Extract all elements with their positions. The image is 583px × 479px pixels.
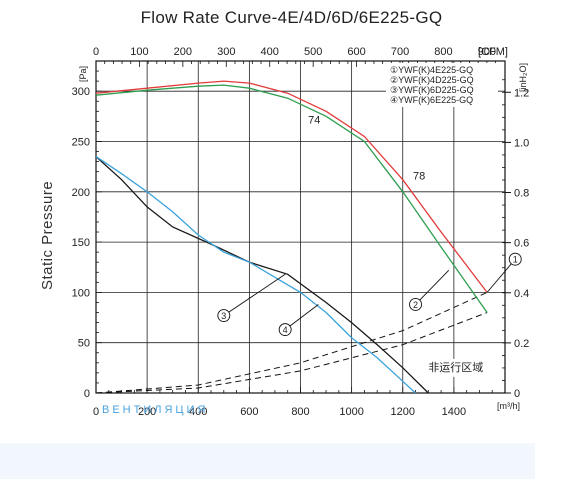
series-line	[95, 80, 488, 293]
right-tick-label: 0.4	[514, 288, 529, 300]
annotation-text: 非运行区域	[428, 361, 483, 374]
y-tick-label: 100	[72, 287, 90, 299]
top-tick-label: 900	[478, 46, 496, 58]
x-unit-bottom: [m³/h]	[497, 401, 520, 411]
y-axis-label: Static Pressure	[39, 181, 56, 290]
legend-entry: ③YWF(K)6D225-GQ	[390, 85, 474, 95]
right-tick-label: 1.2	[514, 87, 529, 99]
x-tick-label: 400	[189, 406, 207, 418]
y-tick-label: 150	[72, 237, 90, 249]
x-tick-label: 200	[138, 406, 156, 418]
grid-lines	[96, 61, 505, 394]
callout-label: 3	[221, 311, 226, 321]
y-tick-label: 300	[72, 86, 90, 98]
callout-leader	[486, 258, 516, 293]
callout-circle	[217, 309, 231, 322]
legend-entry: ①YWF(K)4E225-GQ	[390, 65, 473, 75]
annotation-text: 78	[413, 171, 425, 183]
annotation-text: 74	[308, 114, 320, 126]
top-tick-label: 400	[261, 46, 279, 58]
callout-circle	[409, 298, 422, 311]
legend-entry: ②YWF(K)4D225-GQ	[390, 75, 474, 85]
series-line	[95, 84, 488, 313]
right-tick-label: 1.0	[514, 137, 529, 149]
footer-band	[0, 443, 535, 479]
callout-circle	[278, 323, 292, 337]
watermark-text: ВЕНТИЛЯЦИЯ	[102, 404, 208, 416]
legend-bg	[386, 63, 498, 107]
system-curve	[95, 291, 488, 394]
callout-leader	[284, 304, 319, 330]
top-tick-label: 800	[434, 46, 452, 58]
x-tick-label: 1400	[442, 406, 466, 418]
right-tick-label: 0.2	[514, 338, 529, 350]
x-tick-label: 600	[240, 406, 258, 418]
callout-label: 4	[283, 325, 288, 335]
x-tick-label: 1000	[339, 406, 363, 418]
callout-label: 2	[413, 300, 418, 310]
callout-leader	[415, 269, 450, 305]
y-tick-label: 50	[78, 338, 90, 350]
x-tick-label: 800	[291, 406, 309, 418]
system-curve	[95, 312, 488, 394]
callout-leader	[223, 273, 286, 316]
top-tick-label: 700	[391, 46, 409, 58]
x-tick-label: 0	[93, 406, 99, 418]
y-tick-label: 200	[72, 187, 90, 199]
axes	[95, 60, 511, 394]
callout-circle	[508, 252, 522, 266]
series-line	[95, 156, 416, 394]
x-tick-label: 1200	[391, 406, 415, 418]
top-tick-label: 0	[93, 46, 99, 58]
annotation-bg	[424, 358, 497, 377]
top-tick-label: 100	[130, 46, 148, 58]
callout-label: 1	[513, 255, 518, 265]
y-unit-left: [Pa]	[78, 66, 88, 82]
y-tick-label: 0	[84, 388, 90, 400]
y-unit-right: [inH₂O]	[518, 63, 528, 92]
chart-title: Flow Rate Curve-4E/4D/6D/6E225-GQ	[140, 8, 443, 27]
right-tick-label: 0.8	[514, 188, 529, 200]
y-tick-label: 250	[72, 136, 90, 148]
right-tick-label: 0	[514, 388, 520, 400]
top-tick-label: 300	[217, 46, 235, 58]
legend-entry: ④YWF(K)6E225-GQ	[390, 95, 473, 105]
legend: ①YWF(K)4E225-GQ②YWF(K)4D225-GQ③YWF(K)6D2…	[386, 63, 498, 107]
x-unit-top: [CFM]	[478, 46, 508, 58]
series-line	[95, 156, 429, 394]
annotations-layer: 1 2 3 4 74 78 非运行区域 ВЕНТИЛЯЦИЯ	[102, 114, 522, 416]
top-tick-label: 600	[347, 46, 365, 58]
top-tick-label: 500	[304, 46, 322, 58]
curves-layer	[95, 80, 488, 394]
top-tick-label: 200	[174, 46, 192, 58]
right-tick-label: 0.6	[514, 238, 529, 250]
